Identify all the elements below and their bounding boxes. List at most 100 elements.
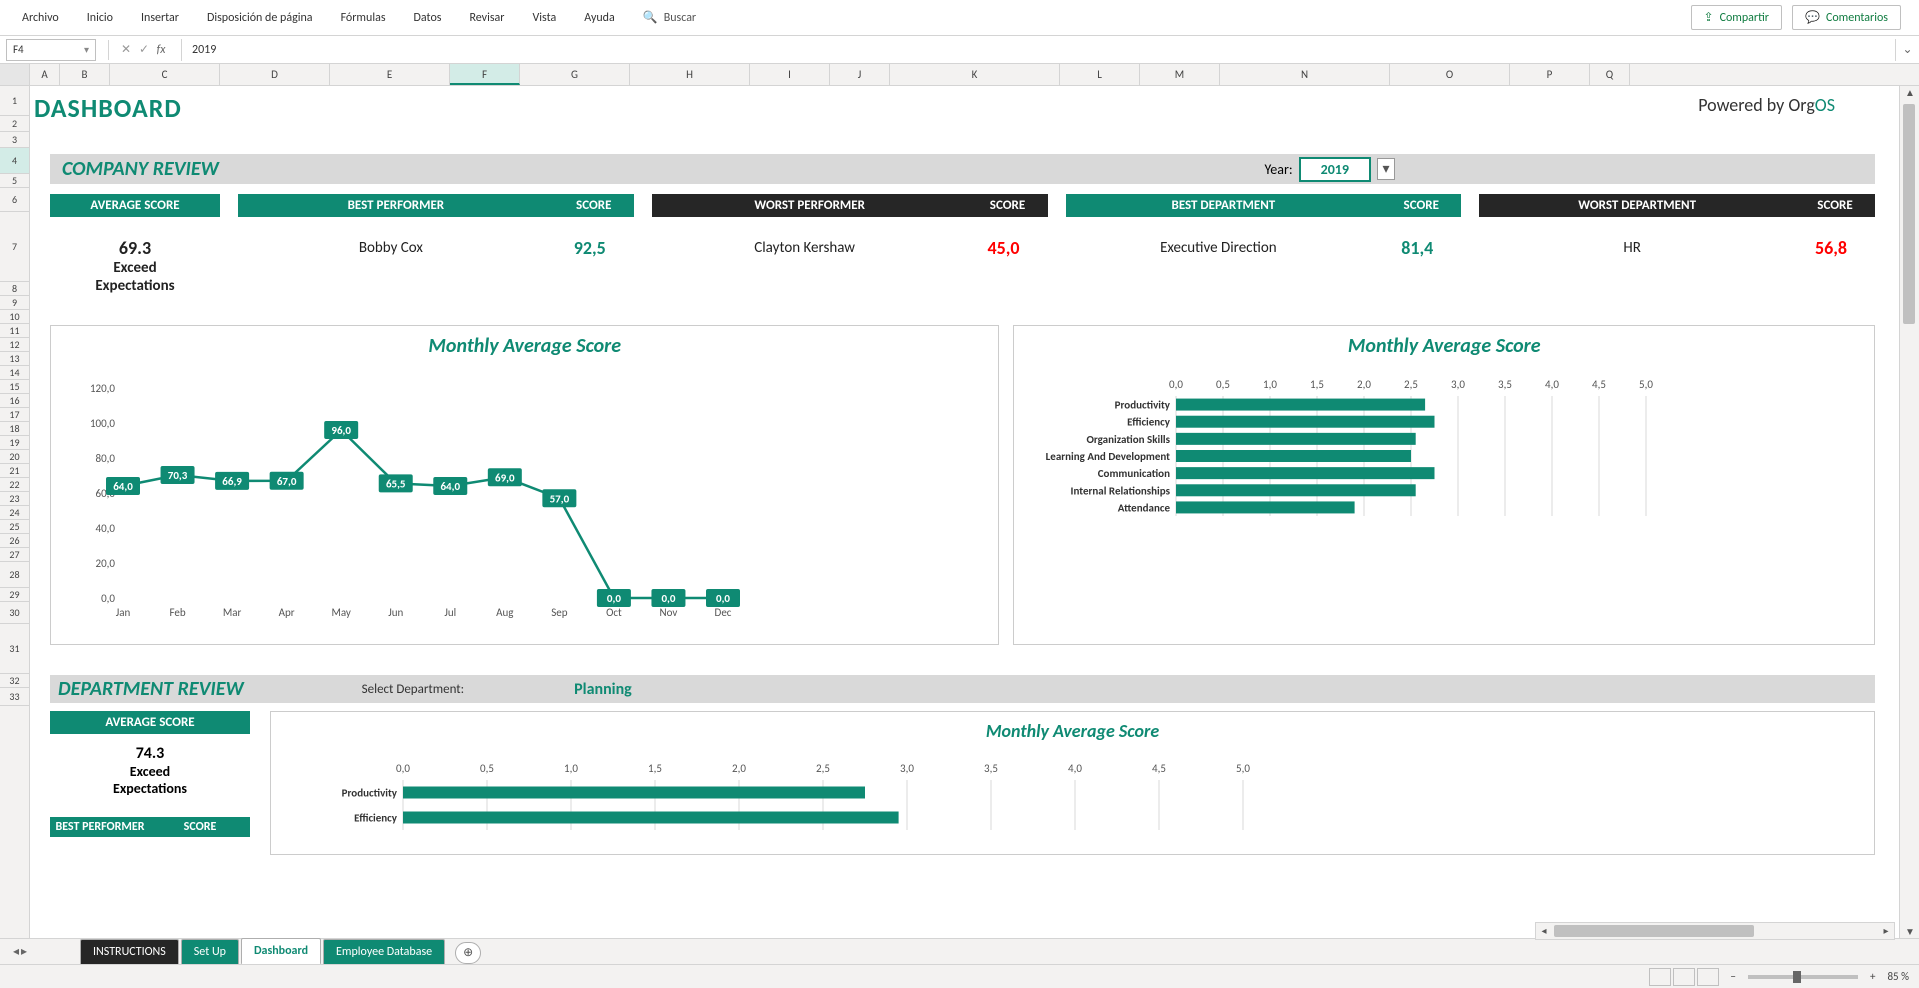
sheet-tab-set-up[interactable]: Set Up bbox=[181, 939, 239, 964]
row-header-19[interactable]: 19 bbox=[0, 436, 29, 450]
dept-select-value[interactable]: Planning bbox=[574, 680, 632, 699]
add-sheet-button[interactable]: ⊕ bbox=[455, 942, 481, 964]
row-header-12[interactable]: 12 bbox=[0, 338, 29, 352]
col-header-O[interactable]: O bbox=[1390, 64, 1510, 85]
cancel-icon[interactable]: ✕ bbox=[115, 42, 133, 57]
row-header-17[interactable]: 17 bbox=[0, 408, 29, 422]
menu-disposicion[interactable]: Disposición de página bbox=[193, 3, 327, 33]
select-all-corner[interactable] bbox=[0, 64, 30, 85]
name-box[interactable]: F4 ▾ bbox=[6, 39, 96, 61]
row-header-27[interactable]: 27 bbox=[0, 548, 29, 562]
tab-prev-icon[interactable]: ◂ bbox=[13, 944, 19, 959]
tab-nav[interactable]: ◂ ▸ bbox=[0, 944, 40, 959]
hscroll-thumb[interactable] bbox=[1554, 925, 1754, 937]
row-header-20[interactable]: 20 bbox=[0, 450, 29, 464]
row-header-7[interactable]: 7 bbox=[0, 212, 29, 282]
sheet-tab-instructions[interactable]: INSTRUCTIONS bbox=[80, 939, 179, 964]
row-header-31[interactable]: 31 bbox=[0, 624, 29, 674]
col-header-I[interactable]: I bbox=[750, 64, 830, 85]
row-header-21[interactable]: 21 bbox=[0, 464, 29, 478]
year-value-cell[interactable]: 2019 bbox=[1299, 157, 1371, 182]
row-header-11[interactable]: 11 bbox=[0, 324, 29, 338]
col-header-H[interactable]: H bbox=[630, 64, 750, 85]
row-header-1[interactable]: 1 bbox=[0, 86, 29, 116]
row-header-6[interactable]: 6 bbox=[0, 188, 29, 212]
row-header-26[interactable]: 26 bbox=[0, 534, 29, 548]
col-header-P[interactable]: P bbox=[1510, 64, 1590, 85]
col-header-Q[interactable]: Q bbox=[1590, 64, 1630, 85]
view-break-icon[interactable] bbox=[1697, 968, 1719, 986]
view-normal-icon[interactable] bbox=[1649, 968, 1671, 986]
menu-datos[interactable]: Datos bbox=[400, 3, 456, 33]
menu-revisar[interactable]: Revisar bbox=[455, 3, 518, 33]
row-header-28[interactable]: 28 bbox=[0, 562, 29, 588]
row-header-18[interactable]: 18 bbox=[0, 422, 29, 436]
col-header-K[interactable]: K bbox=[890, 64, 1060, 85]
row-header-5[interactable]: 5 bbox=[0, 174, 29, 188]
row-header-24[interactable]: 24 bbox=[0, 506, 29, 520]
hscroll-right-icon[interactable]: ▸ bbox=[1878, 923, 1894, 939]
row-header-3[interactable]: 3 bbox=[0, 132, 29, 148]
tab-next-icon[interactable]: ▸ bbox=[21, 944, 27, 959]
sheet-tab-dashboard[interactable]: Dashboard bbox=[241, 938, 321, 965]
comments-button[interactable]: 💬 Comentarios bbox=[1792, 5, 1901, 30]
row-header-9[interactable]: 9 bbox=[0, 296, 29, 310]
menu-insertar[interactable]: Insertar bbox=[127, 3, 193, 33]
share-button[interactable]: ⇪ Compartir bbox=[1691, 5, 1782, 30]
row-header-8[interactable]: 8 bbox=[0, 282, 29, 296]
sheet-tab-employee-database[interactable]: Employee Database bbox=[323, 939, 445, 964]
hscroll-left-icon[interactable]: ◂ bbox=[1536, 923, 1552, 939]
fx-icon[interactable]: fx bbox=[151, 43, 171, 57]
formula-input[interactable]: 2019 bbox=[181, 39, 1895, 61]
vertical-scrollbar[interactable]: ▲ ▼ bbox=[1899, 86, 1919, 938]
row-header-29[interactable]: 29 bbox=[0, 588, 29, 602]
tell-me-search[interactable]: 🔍 Buscar bbox=[629, 2, 710, 33]
worst-dept-score: 56,8 bbox=[1791, 237, 1871, 259]
col-header-A[interactable]: A bbox=[30, 64, 60, 85]
menu-archivo[interactable]: Archivo bbox=[8, 3, 73, 33]
row-header-30[interactable]: 30 bbox=[0, 602, 29, 624]
menu-formulas[interactable]: Fórmulas bbox=[327, 3, 400, 33]
row-header-15[interactable]: 15 bbox=[0, 380, 29, 394]
enter-icon[interactable]: ✓ bbox=[133, 42, 151, 57]
col-header-B[interactable]: B bbox=[60, 64, 110, 85]
col-header-E[interactable]: E bbox=[330, 64, 450, 85]
col-header-M[interactable]: M bbox=[1140, 64, 1220, 85]
scroll-up-icon[interactable]: ▲ bbox=[1900, 86, 1919, 99]
zoom-handle[interactable] bbox=[1793, 971, 1801, 983]
menu-vista[interactable]: Vista bbox=[518, 3, 570, 33]
row-header-22[interactable]: 22 bbox=[0, 478, 29, 492]
formula-expand-icon[interactable]: ⌄ bbox=[1895, 39, 1919, 61]
col-header-F[interactable]: F bbox=[450, 64, 520, 85]
zoom-slider[interactable] bbox=[1748, 975, 1858, 979]
row-header-14[interactable]: 14 bbox=[0, 366, 29, 380]
zoom-out-icon[interactable]: − bbox=[1731, 970, 1736, 983]
row-header-33[interactable]: 33 bbox=[0, 688, 29, 706]
row-header-16[interactable]: 16 bbox=[0, 394, 29, 408]
scroll-down-icon[interactable]: ▼ bbox=[1900, 925, 1919, 938]
row-header-25[interactable]: 25 bbox=[0, 520, 29, 534]
menu-inicio[interactable]: Inicio bbox=[73, 3, 127, 33]
view-layout-icon[interactable] bbox=[1673, 968, 1695, 986]
view-mode-icons[interactable] bbox=[1649, 968, 1719, 986]
col-header-N[interactable]: N bbox=[1220, 64, 1390, 85]
row-header-2[interactable]: 2 bbox=[0, 116, 29, 132]
col-header-J[interactable]: J bbox=[830, 64, 890, 85]
row-header-13[interactable]: 13 bbox=[0, 352, 29, 366]
name-box-dropdown-icon[interactable]: ▾ bbox=[84, 43, 89, 56]
col-header-G[interactable]: G bbox=[520, 64, 630, 85]
row-header-23[interactable]: 23 bbox=[0, 492, 29, 506]
zoom-in-icon[interactable]: + bbox=[1870, 970, 1875, 983]
zoom-level[interactable]: 85 % bbox=[1887, 970, 1909, 983]
col-header-D[interactable]: D bbox=[220, 64, 330, 85]
vscroll-thumb[interactable] bbox=[1903, 104, 1915, 324]
year-dropdown-icon[interactable]: ▾ bbox=[1377, 158, 1395, 180]
col-header-L[interactable]: L bbox=[1060, 64, 1140, 85]
worksheet[interactable]: DASHBOARD Powered by OrgOS COMPANY REVIE… bbox=[30, 86, 1895, 938]
horizontal-scrollbar[interactable]: ◂ ▸ bbox=[1535, 922, 1895, 940]
row-header-10[interactable]: 10 bbox=[0, 310, 29, 324]
col-header-C[interactable]: C bbox=[110, 64, 220, 85]
row-header-32[interactable]: 32 bbox=[0, 674, 29, 688]
row-header-4[interactable]: 4 bbox=[0, 148, 29, 174]
menu-ayuda[interactable]: Ayuda bbox=[570, 3, 629, 33]
